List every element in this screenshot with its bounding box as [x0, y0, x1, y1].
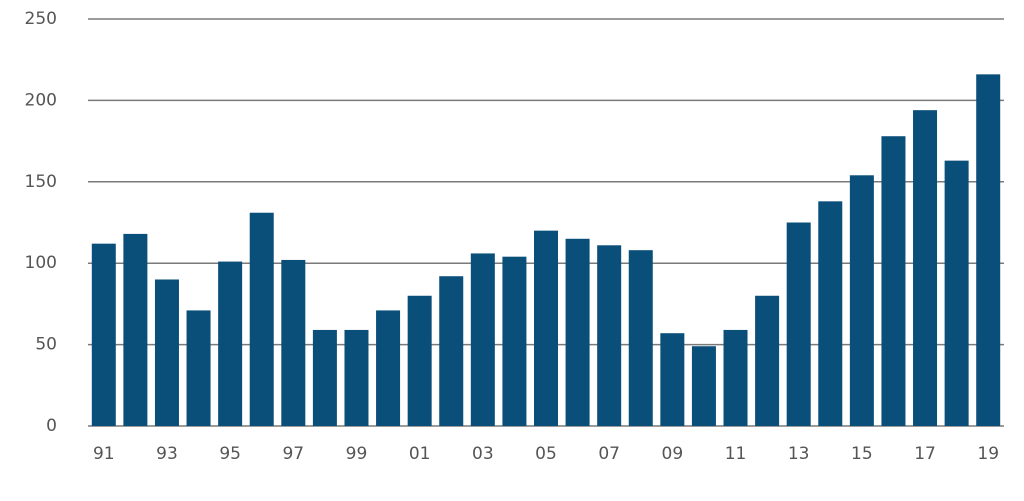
bar: [565, 238, 590, 426]
bar: [218, 261, 243, 426]
x-tick-label: 95: [219, 444, 241, 464]
y-tick-label: 250: [25, 9, 57, 29]
bar: [407, 295, 432, 426]
bar: [944, 160, 969, 427]
bar: [91, 243, 116, 426]
bar: [186, 310, 211, 426]
bar: [786, 222, 811, 426]
y-tick-label: 50: [35, 335, 57, 355]
bar: [660, 333, 685, 426]
bar: [818, 201, 843, 426]
bar: [123, 233, 148, 426]
x-tick-label: 91: [93, 444, 115, 464]
bar: [913, 110, 938, 426]
bar: [344, 329, 369, 426]
x-tick-label: 03: [472, 444, 494, 464]
x-tick-label: 19: [977, 444, 999, 464]
bar: [533, 230, 559, 426]
y-tick-label: 200: [25, 90, 57, 110]
bar: [597, 245, 622, 426]
bar: [249, 212, 274, 426]
x-tick-label: 13: [788, 444, 810, 464]
x-tick-label: 97: [282, 444, 304, 464]
x-tick-label: 99: [346, 444, 368, 464]
bar: [502, 256, 527, 426]
bar: [470, 253, 495, 426]
bar: [755, 295, 780, 426]
x-tick-label: 15: [851, 444, 873, 464]
y-tick-label: 100: [25, 253, 57, 273]
bar: [849, 175, 874, 426]
bar: [628, 250, 653, 426]
y-tick-label: 0: [46, 416, 57, 436]
bar: [976, 74, 1001, 427]
x-tick-label: 17: [914, 444, 936, 464]
bar: [154, 279, 179, 426]
y-tick-label: 150: [25, 172, 57, 192]
x-tick-label: 07: [598, 444, 620, 464]
bar: [376, 310, 401, 426]
bar: [281, 259, 306, 426]
bar: [723, 329, 748, 426]
bar: [439, 276, 464, 426]
x-tick-label: 01: [409, 444, 431, 464]
x-tick-label: 09: [662, 444, 684, 464]
x-tick-label: 93: [156, 444, 178, 464]
x-tick-label: 11: [725, 444, 747, 464]
bar: [691, 346, 716, 426]
bar: [881, 136, 906, 426]
x-tick-label: 05: [535, 444, 557, 464]
bar: [312, 329, 337, 426]
